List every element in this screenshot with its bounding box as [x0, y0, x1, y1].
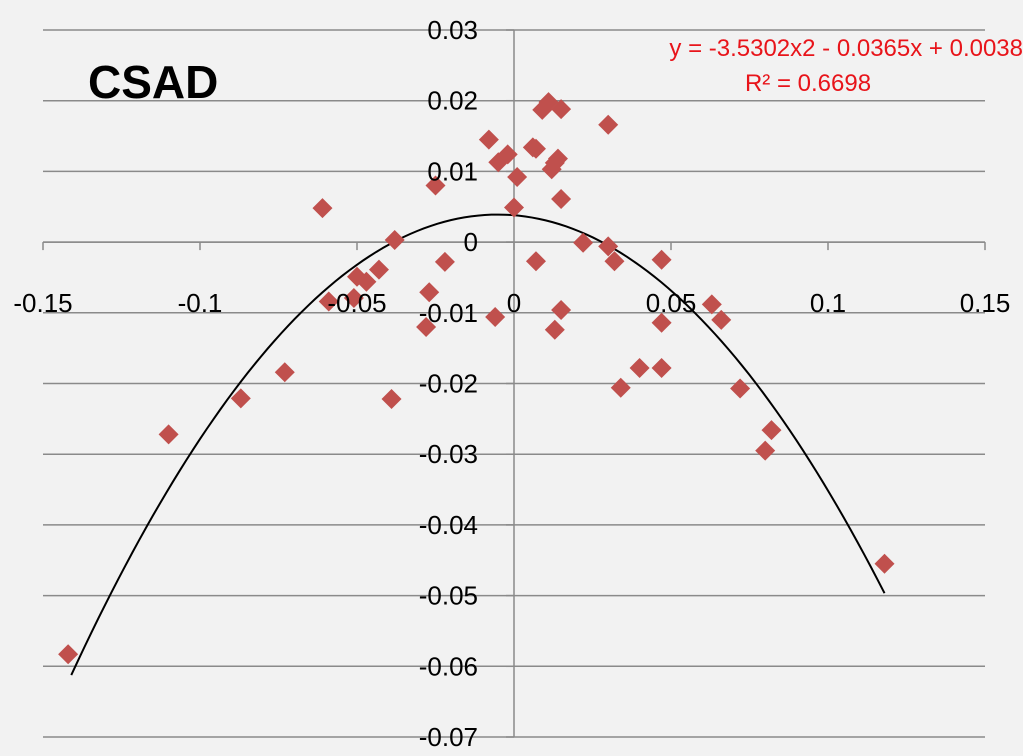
data-point-29 — [544, 319, 565, 340]
data-point-16 — [478, 129, 499, 150]
data-point-3 — [274, 362, 295, 383]
y-tick-label-7: -0.04 — [419, 510, 478, 540]
trendline-r2: R² = 0.6698 — [745, 70, 871, 97]
y-tick-label-8: -0.05 — [419, 581, 478, 611]
y-tick-label-6: -0.03 — [419, 439, 478, 469]
y-tick-label-0: 0.03 — [427, 15, 478, 45]
data-point-6 — [343, 287, 364, 308]
x-tick-label-2: -0.05 — [327, 288, 386, 318]
data-point-23 — [525, 138, 546, 159]
data-point-12 — [416, 316, 437, 337]
data-point-13 — [419, 282, 440, 303]
data-point-37 — [604, 251, 625, 272]
x-tick-label-1: -0.1 — [178, 288, 223, 318]
data-point-32 — [551, 188, 572, 209]
x-tick-label-3: 0 — [507, 288, 521, 318]
data-point-17 — [485, 307, 506, 328]
chart-title: CSAD — [88, 56, 218, 108]
y-tick-label-4: -0.01 — [419, 298, 478, 328]
data-point-19 — [497, 144, 518, 165]
x-tick-label-4: 0.05 — [646, 288, 697, 318]
data-point-10 — [381, 389, 402, 410]
data-point-5 — [318, 291, 339, 312]
x-tick-label-5: 0.1 — [810, 288, 846, 318]
data-point-0 — [58, 644, 79, 665]
axes — [42, 29, 986, 738]
data-point-30 — [547, 148, 568, 169]
data-point-2 — [230, 388, 251, 409]
data-point-46 — [755, 440, 776, 461]
data-point-1 — [158, 424, 179, 445]
trendline-group — [70, 213, 886, 676]
y-tick-label-2: 0.01 — [427, 156, 478, 186]
data-point-9 — [368, 259, 389, 280]
y-tick-label-9: -0.06 — [419, 651, 478, 681]
data-point-42 — [651, 249, 672, 270]
y-tick-label-1: 0.02 — [427, 86, 478, 116]
data-point-40 — [651, 357, 672, 378]
data-point-47 — [761, 420, 782, 441]
y-tick-label-3: 0 — [464, 227, 478, 257]
data-point-11 — [384, 229, 405, 250]
data-point-8 — [356, 271, 377, 292]
data-point-38 — [610, 377, 631, 398]
data-point-31 — [551, 99, 572, 120]
trendline — [70, 213, 886, 676]
data-point-45 — [730, 378, 751, 399]
data-point-4 — [312, 198, 333, 219]
data-point-36 — [598, 236, 619, 257]
x-tick-label-0: -0.15 — [13, 288, 72, 318]
data-point-21 — [507, 167, 528, 188]
data-point-41 — [651, 312, 672, 333]
data-point-15 — [434, 251, 455, 272]
data-point-24 — [525, 251, 546, 272]
data-point-44 — [711, 309, 732, 330]
data-point-48 — [874, 553, 895, 574]
y-tick-label-10: -0.07 — [419, 722, 478, 752]
data-point-34 — [573, 232, 594, 253]
data-point-43 — [701, 294, 722, 315]
data-point-35 — [598, 114, 619, 135]
x-tick-label-6: 0.15 — [960, 288, 1011, 318]
data-points — [58, 92, 895, 665]
y-tick-label-5: -0.02 — [419, 369, 478, 399]
data-point-33 — [551, 299, 572, 320]
data-point-39 — [629, 357, 650, 378]
data-point-14 — [425, 175, 446, 196]
trendline-equation: y = -3.5302x2 - 0.0365x + 0.0038 — [669, 35, 1023, 62]
tick-labels: -0.15 -0.1 -0.05 0 0.05 0.1 0.150.030.020.010-… — [13, 15, 1010, 752]
data-point-20 — [504, 197, 524, 218]
